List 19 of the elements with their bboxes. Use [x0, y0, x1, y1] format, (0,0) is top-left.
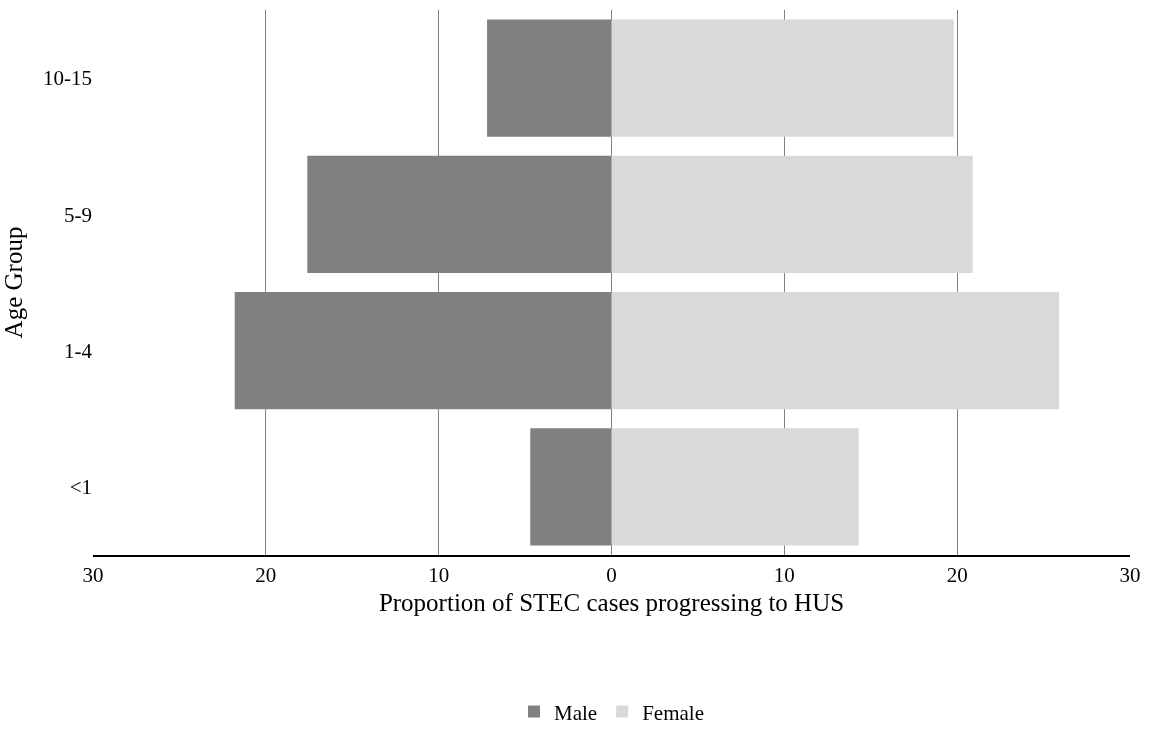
- x-tick-label: 0: [606, 562, 617, 587]
- x-tick-label: 20: [946, 562, 968, 587]
- y-tick-label: 1-4: [64, 338, 93, 363]
- bar: [611, 292, 1060, 410]
- y-tick-label: <1: [69, 475, 92, 500]
- x-tick-label: 10: [428, 562, 450, 587]
- legend-label: Female: [642, 700, 704, 725]
- x-tick-label: 10: [773, 562, 795, 587]
- y-tick-label: 10-15: [43, 66, 92, 91]
- bar: [611, 19, 954, 137]
- bar: [611, 155, 973, 273]
- x-tick-label: 20: [255, 562, 277, 587]
- y-axis-title: Age Group: [0, 226, 27, 339]
- bar: [611, 428, 859, 546]
- x-tick-label: 30: [82, 562, 104, 587]
- legend-label: Male: [554, 700, 598, 725]
- x-axis-title: Proportion of STEC cases progressing to HUS: [378, 589, 845, 617]
- x-tick-label: 30: [1119, 562, 1141, 587]
- y-tick-label: 5-9: [64, 202, 92, 227]
